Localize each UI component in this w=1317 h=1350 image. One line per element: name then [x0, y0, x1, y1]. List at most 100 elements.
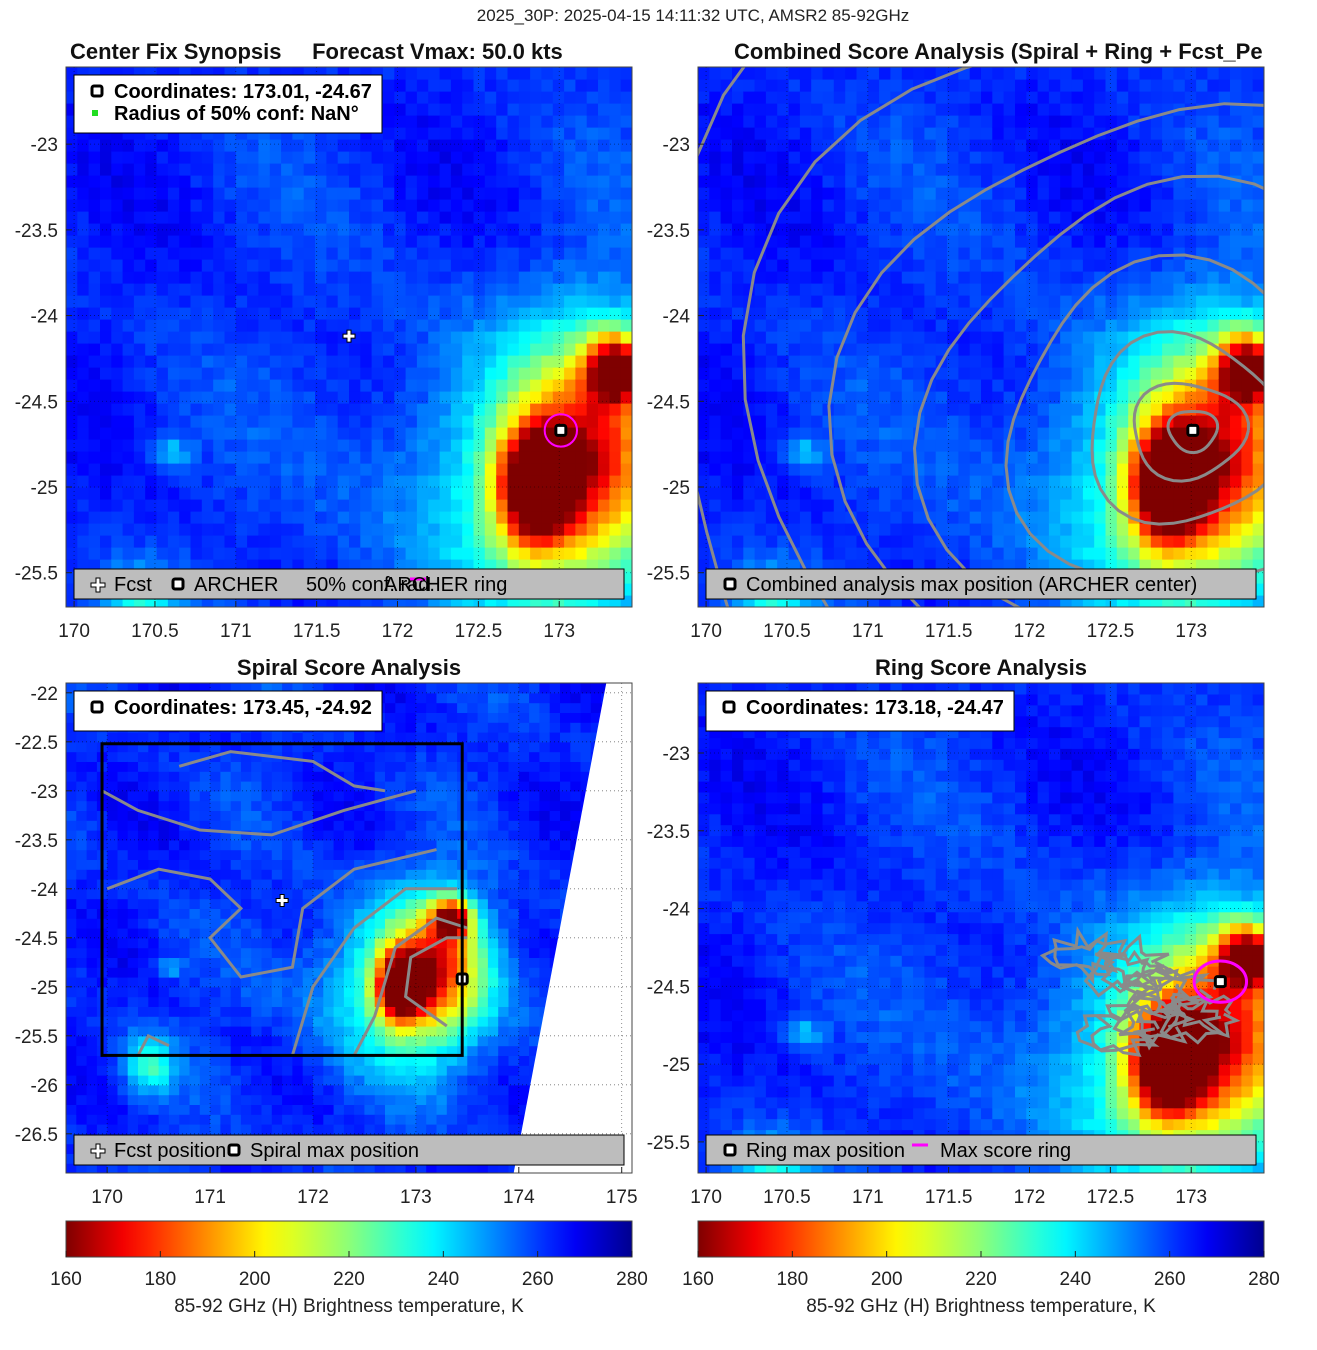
- colorbar-tick-label: 260: [1154, 1269, 1186, 1290]
- y-tick-label: -25.5: [15, 1027, 58, 1048]
- swath-gap: [513, 683, 632, 1173]
- axes-frame: [697, 66, 1265, 608]
- y-tick-label: -25.5: [15, 564, 58, 585]
- colorbar-tick-label: 260: [522, 1269, 554, 1290]
- panel-title: Center Fix Synopsis Forecast Vmax: 50.0 …: [70, 39, 563, 64]
- legend-label: Spiral max position: [250, 1140, 419, 1162]
- info-line: Radius of 50% conf: NaN°: [114, 103, 359, 125]
- y-tick-label: -23.5: [15, 221, 58, 242]
- position-markers: [1192, 959, 1249, 1004]
- axes-frame: [65, 66, 633, 608]
- info-line: Coordinates: 173.45, -24.92: [114, 697, 372, 719]
- legend: Combined analysis max position (ARCHER c…: [705, 568, 1257, 600]
- y-tick-label: -23: [31, 135, 58, 156]
- ring-marker: [1192, 959, 1249, 1004]
- square-symbol: [227, 1143, 241, 1157]
- y-tick-label: -25: [31, 478, 58, 499]
- y-tick-label: -23.5: [15, 831, 58, 852]
- square-symbol: [723, 577, 737, 591]
- x-tick-label: 172.5: [455, 621, 503, 642]
- x-tick-label: 174: [503, 1187, 535, 1208]
- x-tick-label: 170.5: [131, 621, 179, 642]
- legend: Fcst ARCHER 50% conf. rad.ARCHER ring: [73, 568, 625, 600]
- legend-label: 50% conf. rad.: [306, 574, 435, 596]
- y-tick-label: -23: [663, 744, 690, 765]
- y-tick-label: -22: [31, 684, 58, 705]
- y-tick-label: -26.5: [15, 1125, 58, 1146]
- x-tick-label: 175: [606, 1187, 638, 1208]
- score-contours: [101, 750, 468, 1057]
- max-position-marker: [1186, 423, 1200, 437]
- fcst-marker: [342, 329, 356, 343]
- colorbar-tick-label: 160: [682, 1269, 714, 1290]
- colorbar-1: 160 180 200 220 240 260 280 85-92 GHz (H) Brigh…: [50, 1220, 648, 1317]
- y-tick-label: -23: [663, 135, 690, 156]
- x-tick-label: 171: [852, 1187, 884, 1208]
- x-tick-label: 172: [297, 1187, 329, 1208]
- colorbar-tick-label: 220: [965, 1269, 997, 1290]
- max-position-marker: [1213, 975, 1227, 989]
- x-tick-label: 171: [852, 621, 884, 642]
- square-symbol: [171, 577, 185, 591]
- max-position-marker: [554, 423, 568, 437]
- x-tick-label: 170.5: [763, 1187, 811, 1208]
- y-tick-label: -25.5: [647, 564, 690, 585]
- panel-center-fix: 170 170.5 171 171.5 172 172.5 173 -23 -23.5 -24 -2…: [15, 39, 633, 642]
- colorbar-tick-label: 160: [50, 1269, 82, 1290]
- square-symbol: [90, 84, 104, 98]
- legend-label: ARCHER ring: [384, 574, 507, 596]
- x-tick-label: 170: [58, 621, 90, 642]
- legend: Fcst position Spiral max position: [73, 1134, 625, 1166]
- x-tick-label: 171.5: [925, 1187, 973, 1208]
- x-tick-label: 172: [1014, 621, 1046, 642]
- legend-label: Combined analysis max position (ARCHER c…: [746, 574, 1197, 596]
- y-tick-label: -24: [663, 900, 691, 921]
- suptitle: 2025_30P: 2025-04-15 14:11:32 UTC, AMSR2…: [477, 6, 910, 25]
- y-tick-label: -25: [663, 478, 690, 499]
- colorbar-tick-label: 200: [871, 1269, 903, 1290]
- y-tick-label: -24: [31, 307, 59, 328]
- info-line: Coordinates: 173.01, -24.67: [114, 81, 372, 103]
- x-tick-label: 171: [220, 621, 252, 642]
- position-markers: [342, 329, 579, 448]
- colorbar-label: 85-92 GHz (H) Brightness temperature, K: [174, 1296, 524, 1317]
- colorbar-tick-label: 220: [333, 1269, 365, 1290]
- x-tick-label: 173: [400, 1187, 432, 1208]
- search-box: [100, 742, 464, 1057]
- square-symbol: [90, 700, 104, 714]
- x-tick-label: 171.5: [925, 621, 973, 642]
- y-tick-label: -24.5: [15, 929, 58, 950]
- legend: Ring max position Max score ring: [705, 1134, 1257, 1166]
- colorbar-2: 160 180 200 220 240 260 280 85-92 GHz (H) Brigh…: [682, 1220, 1280, 1317]
- x-tick-label: 172.5: [1087, 1187, 1135, 1208]
- score-contours: [1039, 926, 1241, 1058]
- info-box: Coordinates: 173.18, -24.47: [705, 690, 1015, 732]
- gridlines: [698, 683, 1264, 1173]
- position-markers: [1186, 423, 1200, 437]
- colorbar-tick-label: 280: [616, 1269, 648, 1290]
- panel-title: Ring Score Analysis: [875, 655, 1087, 680]
- x-tick-label: 171.5: [293, 621, 341, 642]
- x-tick-label: 170: [91, 1187, 123, 1208]
- legend-label: Max score ring: [940, 1140, 1071, 1162]
- x-tick-label: 171: [194, 1187, 226, 1208]
- x-tick-label: 172.5: [1087, 621, 1135, 642]
- brightness-heatmap: [698, 683, 1264, 1173]
- x-tick-label: 172: [1014, 1187, 1046, 1208]
- green-dot-symbol: [92, 110, 98, 116]
- square-symbol: [723, 1143, 737, 1157]
- y-tick-label: -25: [31, 978, 58, 999]
- x-tick-label: 170: [690, 1187, 722, 1208]
- y-tick-label: -24: [663, 307, 691, 328]
- colorbar-tick-label: 280: [1248, 1269, 1280, 1290]
- panel-spiral: 170 171 172 173 174 175 -22 -22.5 -23 -23.5 -24 -24…: [15, 655, 638, 1208]
- x-tick-label: 173: [1175, 1187, 1207, 1208]
- ring-marker: [543, 413, 579, 448]
- panel-title: Combined Score Analysis (Spiral + Ring +…: [734, 39, 1263, 64]
- legend-label: Fcst position: [114, 1140, 226, 1162]
- panel-title: Spiral Score Analysis: [237, 655, 461, 680]
- y-tick-label: -23.5: [647, 822, 690, 843]
- axes-frame: [65, 682, 633, 1174]
- x-tick-label: 170: [690, 621, 722, 642]
